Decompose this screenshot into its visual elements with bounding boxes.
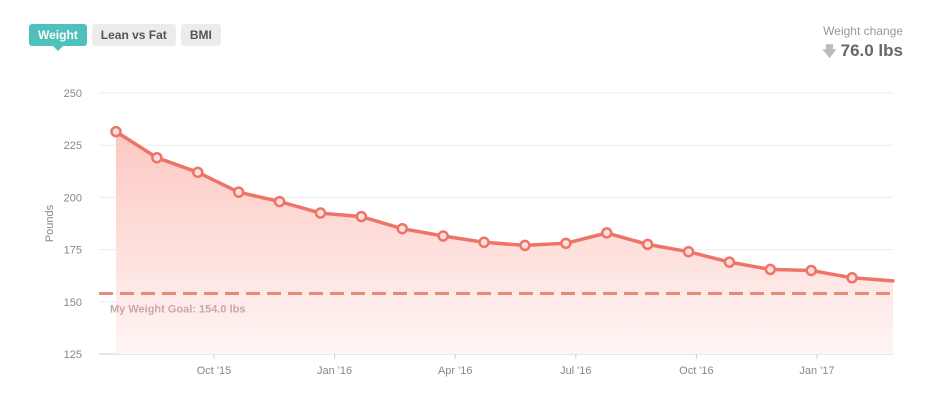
y-tick-label: 225 (64, 140, 82, 152)
weight-data-point (273, 195, 286, 208)
weight-data-point (641, 238, 654, 251)
x-tick-label: Oct '15 (197, 365, 232, 377)
weight-data-point (437, 230, 449, 242)
weight-data-point (110, 125, 122, 138)
y-tick-label: 250 (64, 88, 82, 100)
goal-label: My Weight Goal: 154.0 lbs (110, 303, 246, 315)
weight-data-point (314, 207, 327, 219)
x-tick-label: Jan '16 (317, 365, 352, 377)
weight-data-point (805, 264, 817, 277)
weight-data-point (682, 245, 695, 258)
weight-line (114, 129, 895, 283)
tab-bmi[interactable]: BMI (180, 24, 221, 46)
weight-data-point (355, 210, 368, 223)
weight-data-point (192, 166, 204, 179)
weight-change-value-row: 🡇 76.0 lbs (822, 41, 903, 65)
weight-data-point (764, 263, 777, 276)
weight-change-value: 76.0 lbs (840, 41, 903, 60)
weight-data-point (478, 236, 490, 249)
x-tick-label: Oct '16 (679, 365, 714, 377)
y-tick-label: 200 (64, 192, 82, 204)
goal-layer: My Weight Goal: 154.0 lbs (99, 291, 893, 315)
weight-data-point (560, 237, 572, 250)
weight-data-point (151, 151, 163, 164)
chart-axes: 125 150 175 200 225 250 Pounds Oct '15 Jan '16 Ap… (44, 88, 835, 377)
weight-area-fill (116, 131, 893, 354)
y-axis-label: Pounds (44, 204, 56, 242)
weight-data-point (846, 272, 858, 284)
weight-change-label: Weight change (823, 24, 903, 38)
weight-data-point (723, 256, 736, 268)
weight-change-summary: Weight change 🡇 76.0 lbs (822, 24, 903, 65)
chart-area-layer (116, 131, 893, 354)
arrow-down-icon: 🡇 (822, 43, 837, 59)
weight-data-point (600, 227, 613, 239)
y-tick-label: 175 (64, 245, 82, 257)
weight-data-point (396, 222, 409, 235)
chart-tabs: Weight Lean vs Fat BMI (29, 24, 221, 51)
weight-data-point (232, 186, 245, 198)
weight-data-point (519, 239, 531, 252)
y-tick-label: 150 (64, 297, 82, 309)
tab-weight[interactable]: Weight (29, 24, 87, 51)
chart-line-layer (110, 125, 895, 284)
x-tick-label: Jul '16 (560, 365, 591, 377)
y-tick-label: 125 (64, 349, 82, 361)
x-tick-label: Apr '16 (438, 365, 473, 377)
tab-lean-vs-fat[interactable]: Lean vs Fat (91, 24, 176, 46)
x-tick-label: Jan '17 (799, 365, 834, 377)
